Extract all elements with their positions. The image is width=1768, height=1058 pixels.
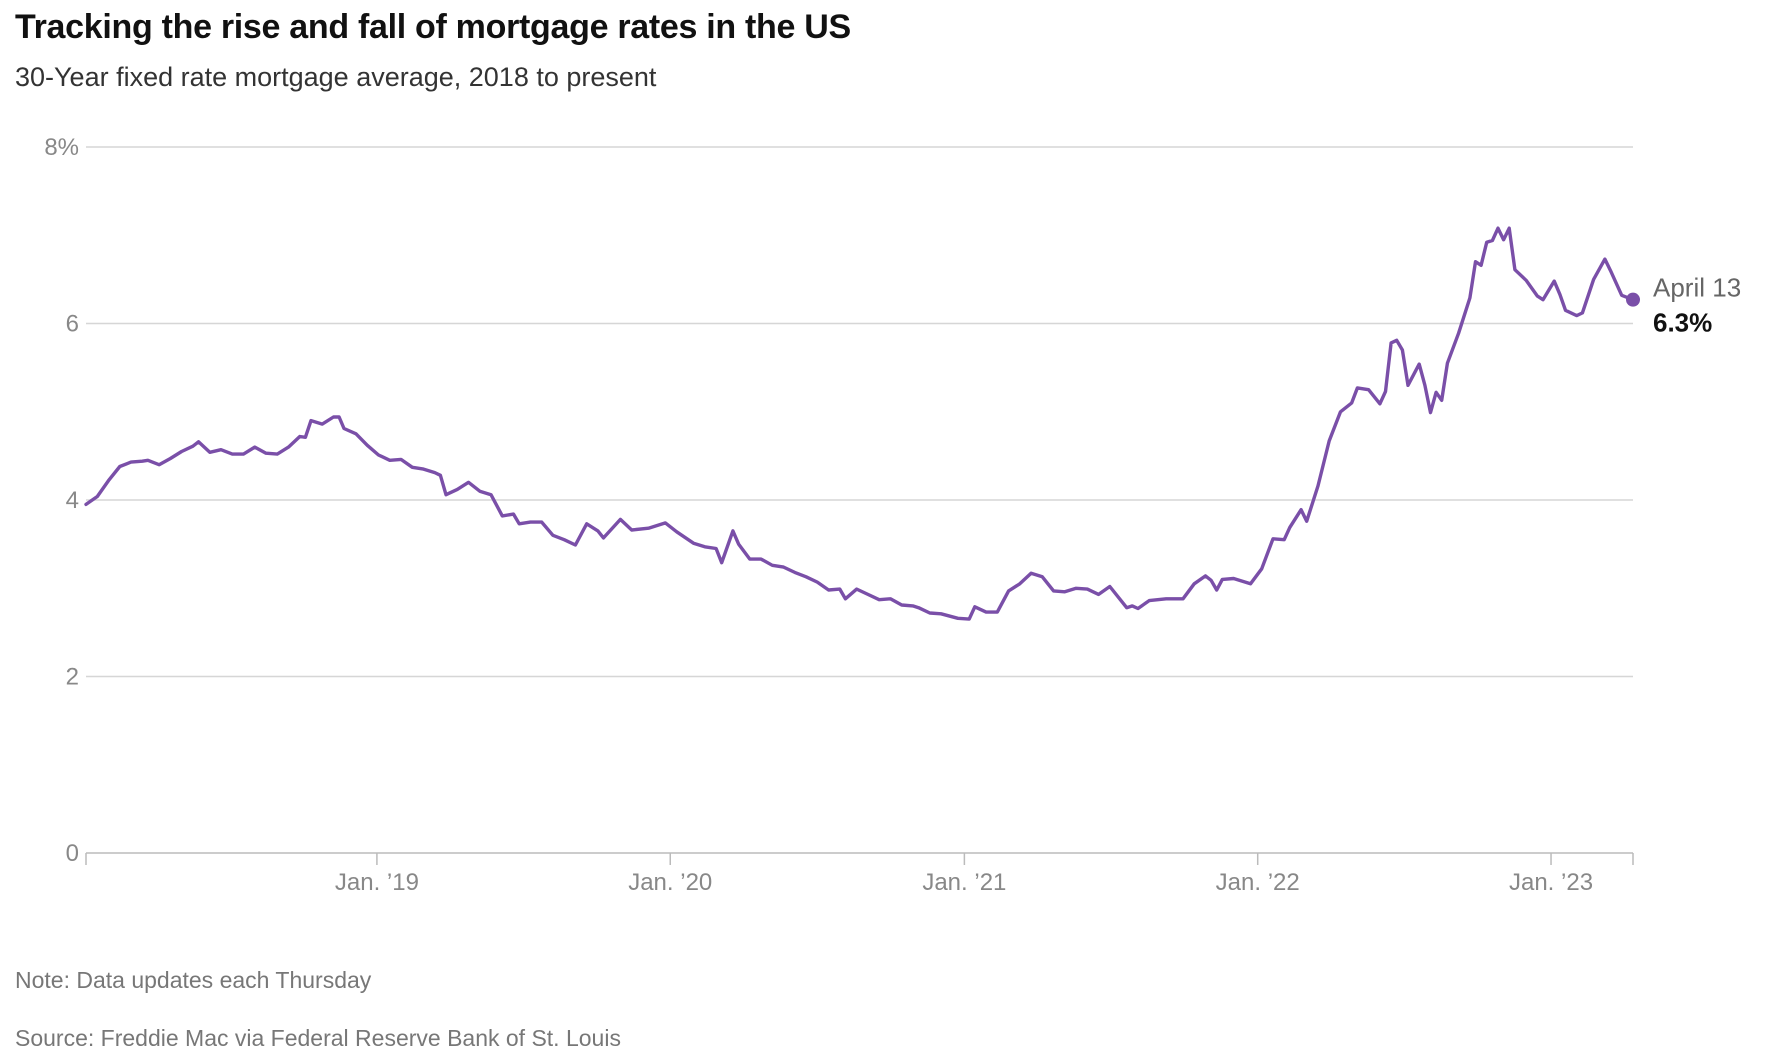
chart-title: Tracking the rise and fall of mortgage r… — [15, 8, 851, 46]
annotation-value-label: 6.3% — [1653, 308, 1712, 338]
latest-point-marker — [1626, 292, 1640, 307]
chart-subtitle: 30-Year fixed rate mortgage average, 201… — [15, 62, 657, 92]
y-tick-label: 6 — [66, 311, 79, 338]
y-tick-label: 8% — [44, 134, 79, 161]
x-tick-label: Jan. ’21 — [922, 869, 1006, 896]
y-tick-label: 0 — [66, 840, 79, 867]
chart-source: Source: Freddie Mac via Federal Reserve … — [15, 1025, 621, 1051]
x-tick-label: Jan. ’19 — [335, 869, 419, 896]
y-tick-label: 2 — [66, 664, 79, 691]
series-line — [84, 226, 1635, 621]
annotation-date-label: April 13 — [1653, 273, 1741, 303]
x-tick-label: Jan. ’20 — [628, 869, 712, 896]
x-tick-label: Jan. ’22 — [1216, 869, 1300, 896]
y-tick-label: 4 — [66, 487, 79, 514]
chart-note: Note: Data updates each Thursday — [15, 967, 372, 993]
x-tick-label: Jan. ’23 — [1509, 869, 1593, 896]
